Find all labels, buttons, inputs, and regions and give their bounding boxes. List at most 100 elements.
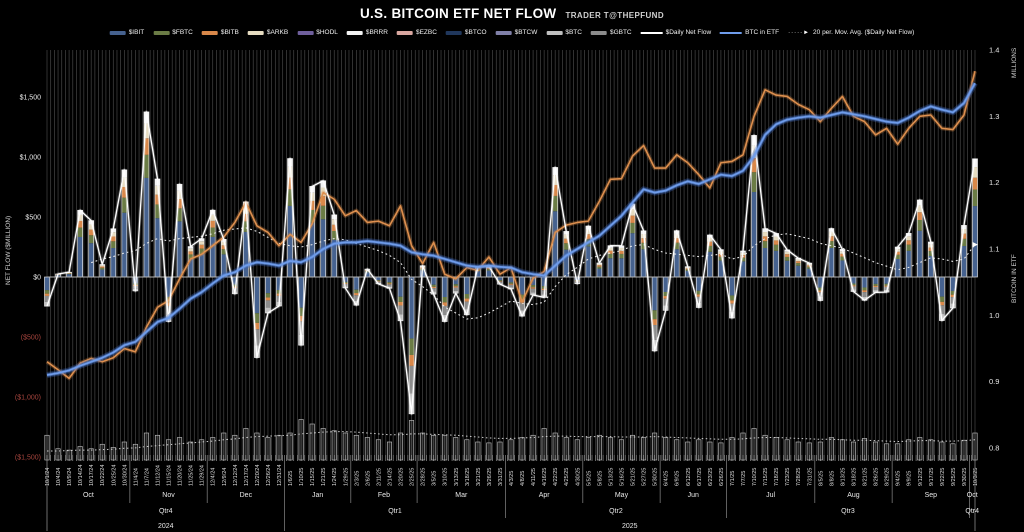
legend-label: $EZBC xyxy=(415,29,437,36)
x-axis-date-label: 5/21/25 xyxy=(631,468,637,486)
axis-separators xyxy=(46,455,976,531)
flow-bar-segment-fbtc xyxy=(784,256,790,261)
bottom-histogram-bar xyxy=(751,428,757,461)
flow-bar-segment-ibit xyxy=(309,222,315,277)
legend-swatch xyxy=(201,30,218,35)
left-axis-tick: ($1,000) xyxy=(15,395,41,402)
flow-bar-segment-gbtc xyxy=(265,300,271,308)
flow-bar-segment-ibit xyxy=(232,277,238,285)
flow-bar-segment-ibit xyxy=(519,277,525,295)
flow-bar-segment-ibit xyxy=(630,233,636,277)
flow-bar-segment-bitb xyxy=(663,296,669,299)
bottom-histogram-bar xyxy=(817,441,823,461)
x-axis-date-label: 6/23/25 xyxy=(708,468,714,486)
flow-bar-segment-arkb xyxy=(961,229,967,234)
flow-bar-segment-fbtc xyxy=(88,235,94,244)
flow-bar-segment-bitb xyxy=(320,196,326,206)
legend-label: $BTC xyxy=(565,29,582,36)
flow-bar-segment-arkb xyxy=(895,249,901,252)
bottom-histogram-bar xyxy=(276,434,282,461)
flow-bar-segment-ibit xyxy=(596,268,602,277)
flow-bar-segment-bitb xyxy=(243,213,249,222)
flow-bar-segment-brrr xyxy=(784,249,790,252)
bottom-histogram-bar xyxy=(906,439,912,461)
bottom-histogram-bar xyxy=(784,439,790,461)
bottom-histogram-bar xyxy=(574,439,580,461)
x-axis-date-label: 11/15/24 xyxy=(167,465,173,486)
x-axis-date-label: 3/10/25 xyxy=(443,468,449,486)
flow-bar-segment-ibit xyxy=(298,277,304,308)
flow-bar-segment-bitb xyxy=(585,234,591,240)
flow-bar-segment-arkb xyxy=(143,123,149,139)
left-axis-tick: ($500) xyxy=(21,335,41,342)
flow-bar-segment-ibit xyxy=(254,277,260,314)
flow-bar-segment-bitb xyxy=(497,281,503,282)
x-axis-date-label: 4/22/25 xyxy=(553,468,559,486)
flow-bar-segment-gbtc xyxy=(696,296,702,303)
flow-bar-segment-fbtc xyxy=(66,273,72,275)
flow-bar-segment-bitb xyxy=(77,220,83,228)
flow-bar-segment-fbtc xyxy=(873,283,879,286)
flow-bar-segment-bitb xyxy=(309,200,315,210)
flow-bar-segment-fbtc xyxy=(961,238,967,247)
bottom-histogram-bar xyxy=(221,432,227,461)
x-axis-date-label: 5/27/25 xyxy=(642,468,648,486)
page-title: U.S. BITCOIN ETF NET FLOW xyxy=(359,6,557,21)
flow-bar-segment-fbtc xyxy=(917,219,923,231)
quarter-label: Qtr4 xyxy=(159,508,173,515)
flow-bar-segment-ibit xyxy=(850,277,856,284)
month-label: May xyxy=(615,492,629,499)
month-label: Jul xyxy=(766,492,775,499)
flow-bar-segment-fbtc xyxy=(630,222,636,234)
flow-bar-segment-bitb xyxy=(121,186,127,198)
flow-bar-segment-arkb xyxy=(154,185,160,195)
legend-item--hodl: $HODL xyxy=(297,29,338,36)
bottom-histogram-bar xyxy=(409,420,415,461)
left-axis-tick: $1,000 xyxy=(20,155,42,162)
x-axis-date-label: 1/10/25 xyxy=(299,468,305,486)
flow-bar-segment-ibit xyxy=(331,239,337,277)
bottom-histogram-bar xyxy=(641,437,647,461)
legend-item--btcw: $BTCW xyxy=(495,29,537,36)
flow-bar-segment-fbtc xyxy=(828,241,834,248)
flow-bar-segment-ibit xyxy=(917,230,923,277)
flow-bar-segment-arkb xyxy=(121,177,127,187)
month-label: Nov xyxy=(162,492,175,499)
x-axis-date-label: 5/16/25 xyxy=(619,468,625,486)
flow-bar-segment-bitb xyxy=(166,302,172,306)
flow-bar-segment-arkb xyxy=(221,241,227,246)
legend-swatch xyxy=(546,30,563,35)
x-axis-date-label: 7/10/25 xyxy=(752,468,758,486)
legend-swatch xyxy=(396,30,413,35)
quarter-label: Qtr1 xyxy=(388,508,402,515)
legend-item--btco: $BTCO xyxy=(445,29,487,36)
flow-bar-segment-ibit xyxy=(508,277,514,283)
left-axis-tick: $0 xyxy=(33,275,41,282)
x-axis-date-label: 12/9/24 xyxy=(222,468,228,486)
flow-bar-segment-ibit xyxy=(66,274,72,277)
flow-bar-segment-bitb xyxy=(177,199,183,209)
month-label: Mar xyxy=(455,492,468,499)
x-axis-date-label: 8/29/25 xyxy=(885,468,891,486)
bottom-histogram-bar xyxy=(353,434,359,461)
ma20-arrowhead xyxy=(972,242,978,248)
bottom-histogram-bar xyxy=(873,441,879,461)
bottom-histogram-bar xyxy=(740,432,746,461)
bottom-histogram-bar xyxy=(652,432,658,461)
flow-bar-segment-fbtc xyxy=(674,242,680,250)
flow-bar-segment-gbtc xyxy=(652,325,658,340)
flow-bar-segment-ibit xyxy=(663,277,669,293)
flow-bar-segment-ibit xyxy=(773,250,779,277)
flow-bar-segment-fbtc xyxy=(563,243,569,250)
flow-bar-segment-ibit xyxy=(166,277,172,298)
flow-bar-segment-fbtc xyxy=(950,290,956,295)
flow-bar-segment-bitb xyxy=(563,238,569,244)
flow-bar-segment-brrr xyxy=(320,180,326,188)
x-axis-date-label: 4/16/25 xyxy=(542,468,548,486)
flow-bar-segment-fbtc xyxy=(364,271,370,273)
flow-bar-segment-arkb xyxy=(309,192,315,201)
flow-bar-segment-ibit xyxy=(696,277,702,291)
month-label: Dec xyxy=(240,492,253,499)
flow-bar-segment-bitb xyxy=(961,233,967,239)
flow-bar-segment-ibit xyxy=(685,270,691,277)
